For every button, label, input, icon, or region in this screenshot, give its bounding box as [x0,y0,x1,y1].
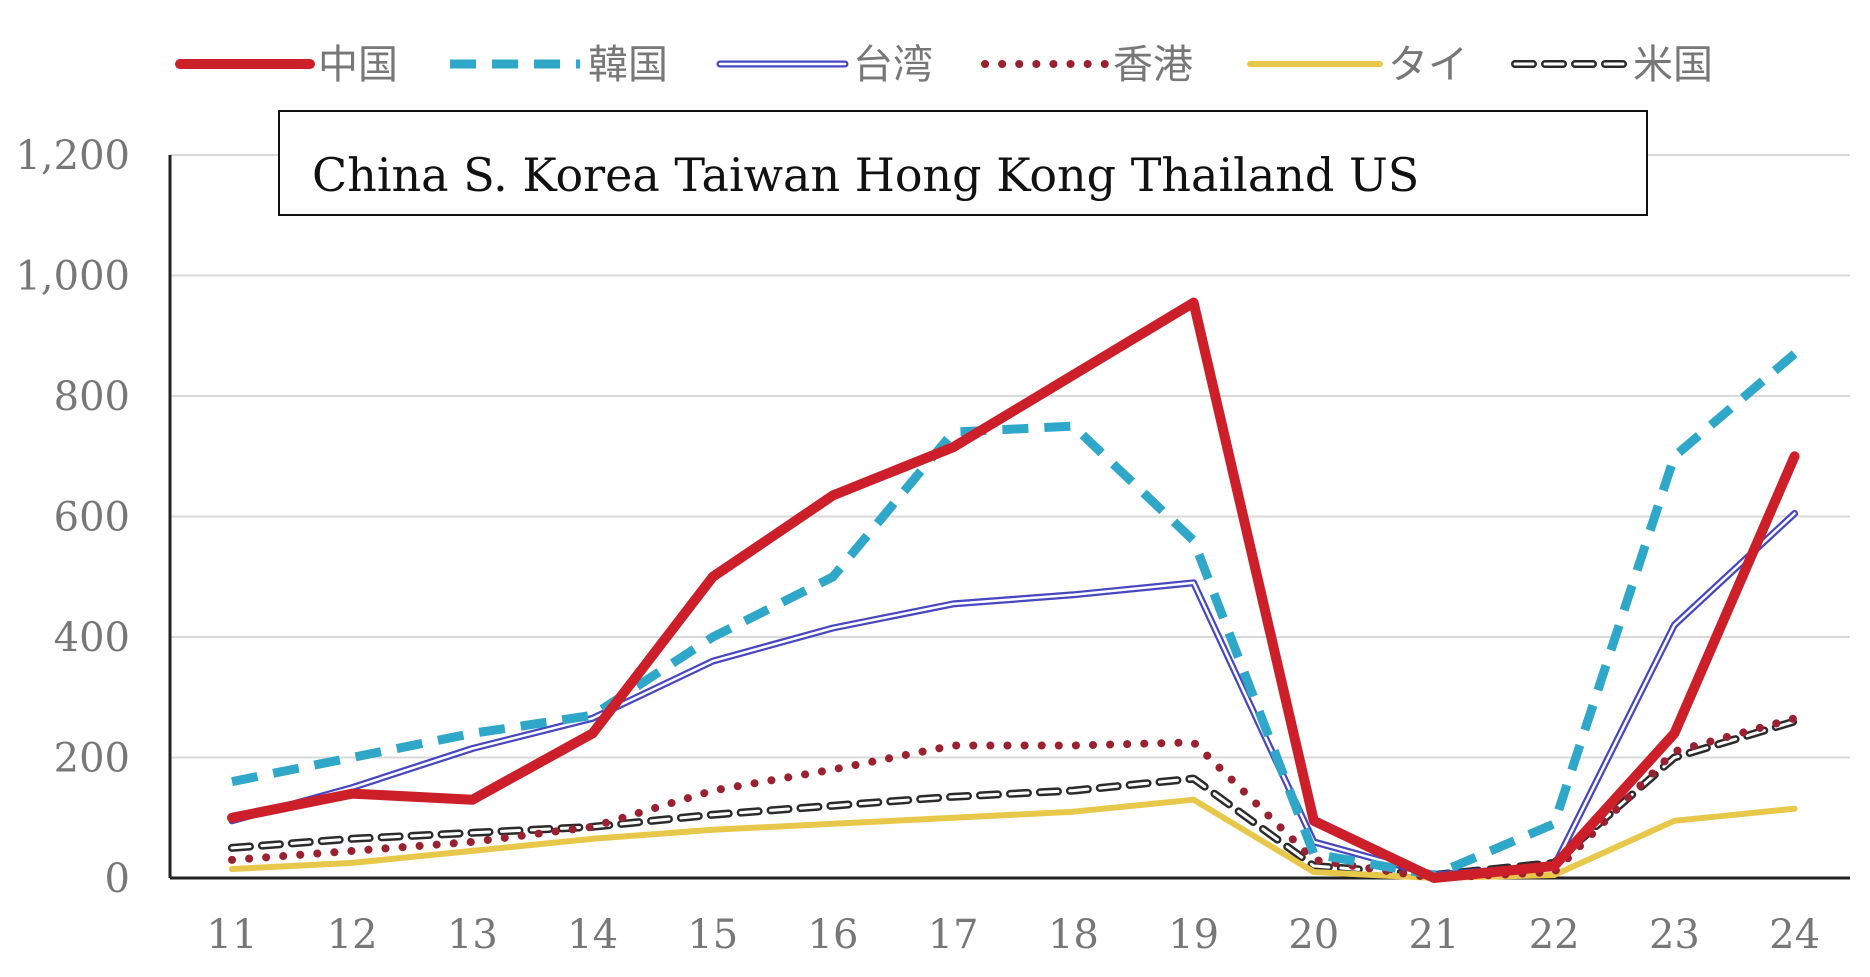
x-tick-label: 19 [1168,912,1219,958]
y-tick-label: 200 [54,736,130,782]
y-tick-label: 0 [105,856,130,902]
series-2-line [231,350,1798,880]
series-3-line-inner [230,512,1796,877]
x-tick-label: 24 [1769,912,1820,958]
x-tick-labels: 11 12 13 14 15 16 17 18 19 20 21 22 23 24 [207,912,1821,958]
legend-label: 台湾 [853,42,933,88]
english-translation-box: China S. Korea Taiwan Hong Kong Thailand… [278,110,1648,216]
x-tick-label: 11 [207,912,258,958]
series-3 [228,510,1799,879]
axes [168,155,1850,880]
series-1-line [227,297,1800,883]
legend: 中国 韓国 台湾 香港 タイ 米国 [175,42,1713,88]
y-tick-label: 1,200 [15,133,130,179]
translation-box-border [278,110,1648,216]
series-lines [227,297,1800,883]
x-tick-label: 23 [1649,912,1700,958]
legend-item-4: 香港 [981,42,1193,88]
x-tick-label: 13 [447,912,498,958]
x-tick-label: 14 [567,912,618,958]
y-tick-label: 400 [54,615,130,661]
x-tick-label: 12 [327,912,378,958]
x-tick-label: 22 [1529,912,1580,958]
legend-item-3: 台湾 [716,42,933,88]
x-tick-label: 18 [1048,912,1099,958]
legend-item-6: 米国 [1511,42,1713,88]
y-tick-label: 600 [54,495,130,541]
legend-label: タイ [1388,42,1468,88]
legend-label: 米国 [1633,42,1713,88]
x-tick-label: 16 [808,912,859,958]
legend-label: 韓国 [588,42,668,88]
grid-lines [170,154,1850,759]
legend-label: 香港 [1113,42,1193,88]
series-5-line [229,796,1798,881]
series-3-line [228,510,1799,879]
legend-item-2: 韓国 [450,42,668,88]
series-5 [229,796,1798,881]
legend-item-1: 中国 [175,42,398,88]
y-tick-label: 1,000 [15,254,130,300]
x-tick-label: 17 [928,912,979,958]
legend-item-5: タイ [1247,42,1468,88]
series-2 [231,350,1798,880]
series-1 [227,297,1800,883]
y-tick-labels: 0 200 400 600 800 1,000 1,200 [15,133,130,902]
x-tick-label: 20 [1288,912,1339,958]
translation-text: China S. Korea Taiwan Hong Kong Thailand… [312,148,1419,202]
x-tick-label: 15 [687,912,738,958]
x-tick-label: 21 [1409,912,1460,958]
legend-label: 中国 [318,42,398,88]
y-tick-label: 800 [54,374,130,420]
